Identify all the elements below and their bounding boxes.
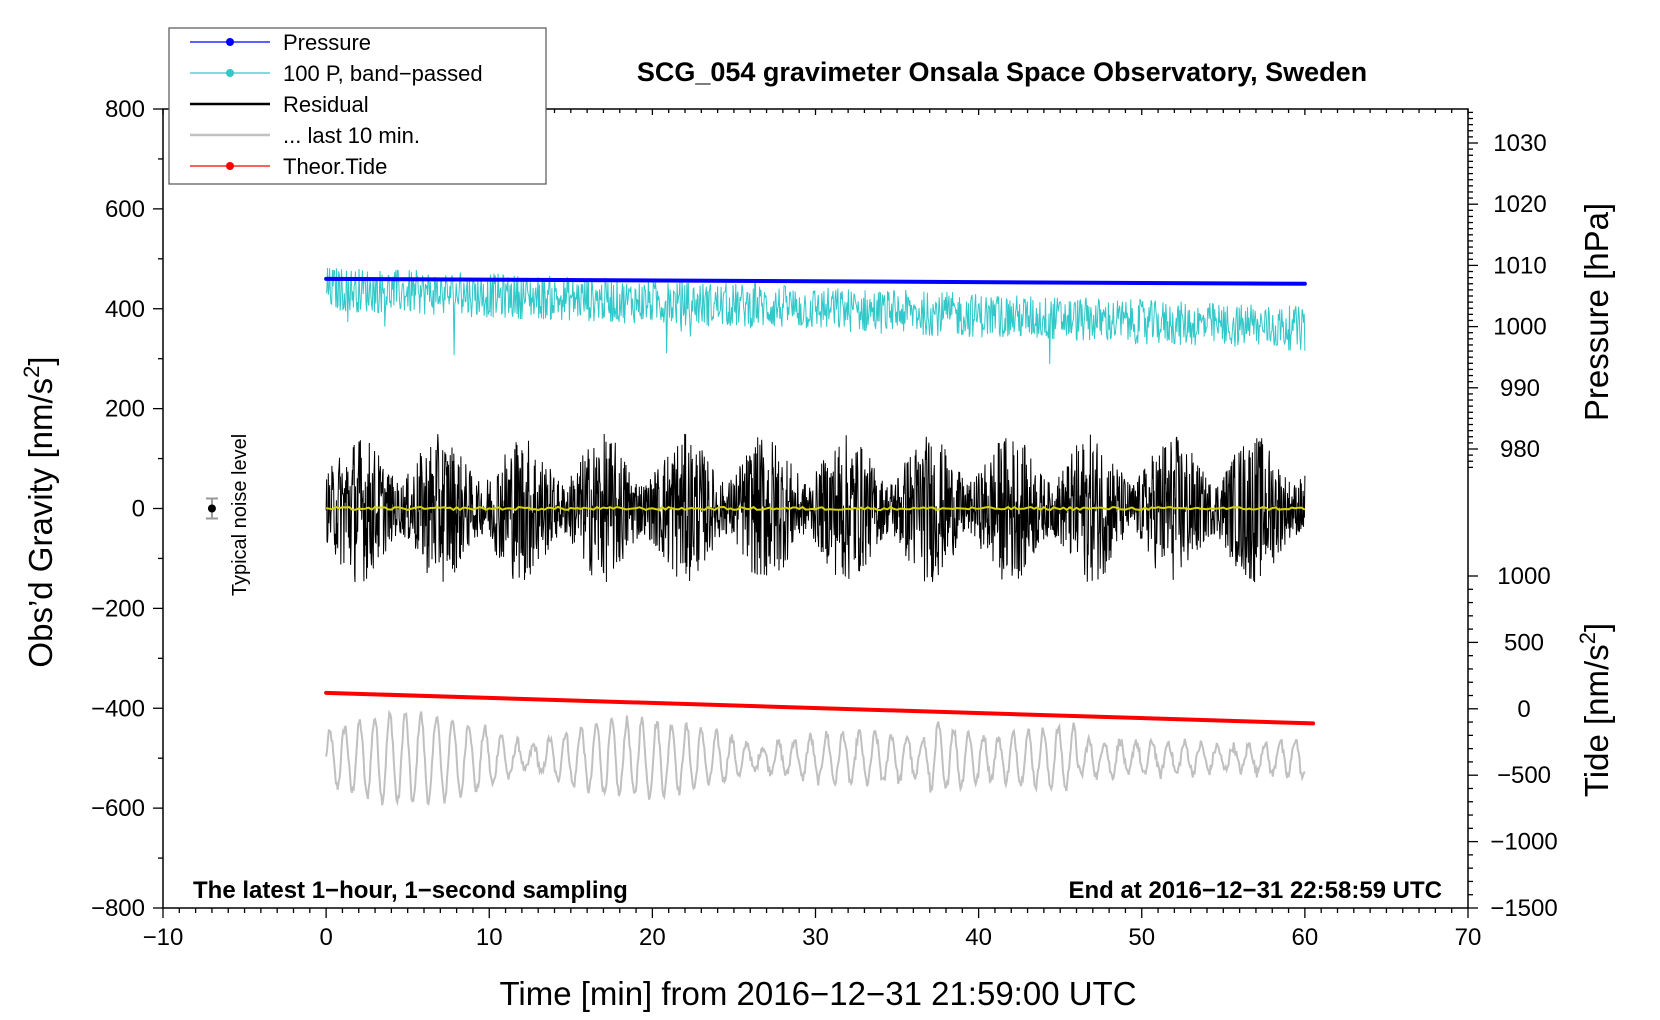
x-tick-label: 20 [639,924,666,951]
y-tick-label-left: 0 [132,496,145,523]
y-tick-label-left: −400 [91,695,145,722]
series-last-10-min [325,709,1306,807]
y-tick-label-tide: 500 [1504,629,1544,656]
y-tick-label-left: −200 [91,595,145,622]
legend-marker [226,69,234,77]
noise-level-label: Typical noise level [229,434,251,596]
y-tick-label-left: −600 [91,795,145,822]
axis-ticks: −10 0 10 20 30 40 50 60 70−800−600−400−200020040… [91,96,1558,951]
y-axis-label-tide: Tide [nm/s2] [1575,623,1615,797]
y-axis-label-left: Obs’d Gravity [nm/s2] [19,356,59,667]
noise-level-indicator: Typical noise level [205,434,251,596]
y-tick-label-tide: 0 [1517,696,1530,723]
series-pressure [324,276,1307,286]
annotation-end-time: End at 2016−12−31 22:58:59 UTC [1068,877,1442,904]
y-tick-label-left: −800 [91,895,145,922]
y-tick-label-pressure: 990 [1500,375,1540,402]
x-tick-label: 0 [319,924,332,951]
series-residual [325,433,1306,583]
x-tick-label: 70 [1455,924,1482,951]
series-pressure-band-passed [325,267,1306,365]
x-tick-label: 30 [802,924,829,951]
legend-label: ... last 10 min. [283,123,420,148]
x-tick-label: 40 [965,924,992,951]
x-axis-label: Time [min] from 2016−12−31 21:59:00 UTC [499,975,1136,1012]
legend-label: Residual [283,92,369,117]
legend-label: 100 P, band−passed [283,61,483,86]
x-tick-label: 60 [1292,924,1319,951]
annotation-sampling: The latest 1−hour, 1−second sampling [193,877,628,904]
y-tick-label-tide: 1000 [1497,563,1550,590]
y-tick-label-pressure: 1030 [1493,130,1546,157]
legend-label: Pressure [283,30,371,55]
y-tick-label-left: 200 [105,396,145,423]
y-tick-label-tide: −1000 [1490,829,1557,856]
noise-point [207,504,216,513]
x-tick-label: −10 [143,924,184,951]
y-axis-label-pressure: Pressure [hPa] [1578,203,1615,421]
y-tick-label-pressure: 1010 [1493,252,1546,279]
y-tick-label-tide: −500 [1497,762,1551,789]
legend-label: Theor.Tide [283,154,387,179]
legend-marker [226,162,234,170]
y-tick-label-pressure: 1000 [1493,314,1546,341]
series-residual-mean [325,505,1306,512]
chart-title: SCG_054 gravimeter Onsala Space Observat… [637,57,1367,87]
y-tick-label-pressure: 980 [1500,436,1540,463]
y-tick-label-left: 800 [105,96,145,123]
y-tick-label-tide: −1500 [1490,895,1557,922]
legend-box [168,27,547,185]
y-tick-label-pressure: 1020 [1493,191,1546,218]
series-theor-tide [324,690,1316,726]
x-tick-label: 50 [1128,924,1155,951]
y-tick-label-left: 600 [105,196,145,223]
legend: Pressure 100 P, band−passed Residual ... la… [168,27,547,185]
x-tick-label: 10 [476,924,503,951]
series-layer [324,267,1316,807]
legend-marker [226,38,234,46]
y-tick-label-left: 400 [105,296,145,323]
